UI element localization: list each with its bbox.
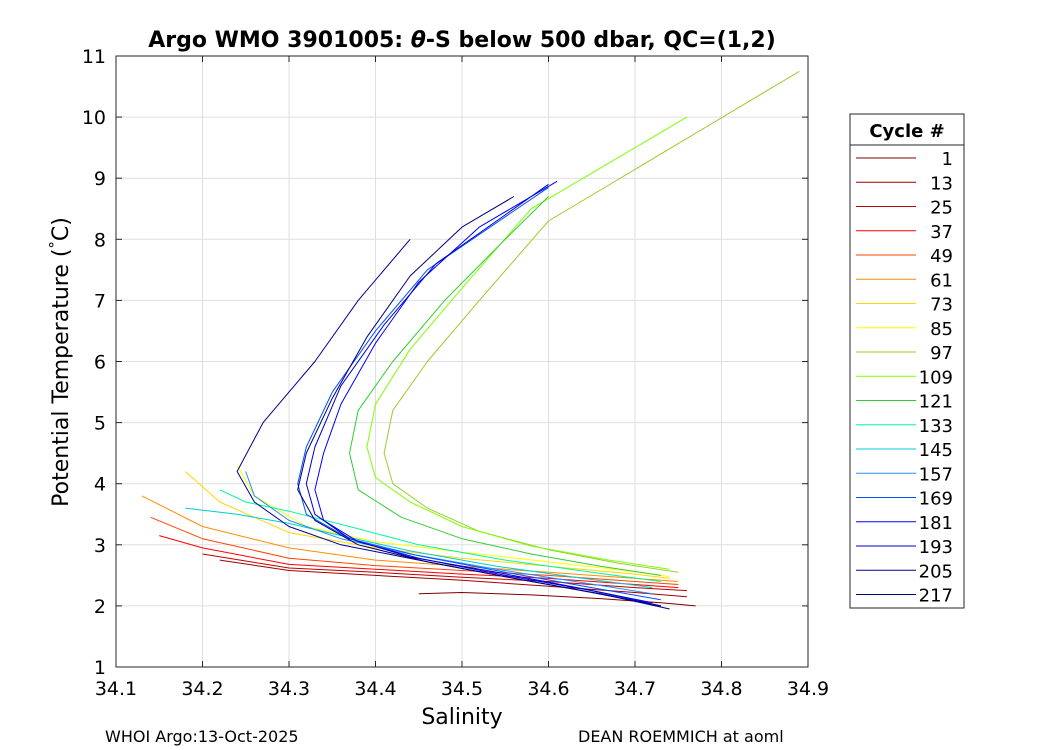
y-tick-label: 2 (94, 596, 106, 618)
series-line-cycle-121 (349, 196, 661, 576)
legend-item-cycle-217: 217 (856, 586, 953, 607)
legend-label: 97 (930, 343, 953, 364)
x-tick-label: 34.1 (95, 678, 137, 700)
series-line-cycle-85 (236, 465, 670, 578)
y-tick-label: 9 (94, 168, 106, 190)
series-line-cycle-97 (383, 70, 800, 573)
legend-item-cycle-121: 121 (856, 392, 953, 413)
y-tick-label: 1 (94, 657, 106, 679)
legend-label: 109 (919, 367, 953, 388)
legend-label: 181 (919, 513, 953, 534)
legend-item-cycle-193: 193 (856, 537, 953, 558)
x-tick-label: 34.3 (268, 678, 310, 700)
y-tick-label: 8 (94, 229, 106, 251)
series-line-cycle-133 (219, 489, 661, 582)
series-line-cycle-109 (366, 116, 688, 570)
series-line-cycle-217 (297, 196, 670, 610)
chart-title: Argo WMO 3901005: θ-S below 500 dbar, QC… (148, 28, 776, 53)
legend-item-cycle-1: 1 (856, 149, 953, 170)
legend-label: 205 (919, 561, 953, 582)
legend-item-cycle-181: 181 (856, 513, 953, 534)
legend-item-cycle-205: 205 (856, 561, 953, 582)
footer-right-text: DEAN ROEMMICH at aoml (578, 727, 784, 746)
legend-item-cycle-97: 97 (856, 343, 953, 364)
legend-item-cycle-109: 109 (856, 367, 953, 388)
legend: Cycle # 1 13 25 37 49 61 73 85 97 109 121 133 145 157… (849, 113, 965, 609)
y-tick-label: 7 (94, 290, 106, 312)
series-line-cycle-49 (150, 516, 679, 585)
y-axis-label: Potential Temperature (°C) (46, 217, 74, 507)
legend-item-cycle-61: 61 (856, 270, 953, 291)
legend-label: 25 (930, 198, 953, 219)
legend-label: 37 (930, 222, 953, 243)
series-line-cycle-145 (185, 507, 653, 589)
legend-item-cycle-169: 169 (856, 489, 953, 510)
legend-label: 61 (930, 270, 953, 291)
series-line-cycle-61 (141, 495, 679, 582)
x-tick-label: 34.9 (787, 678, 829, 700)
x-tick-label: 34.5 (441, 678, 483, 700)
axis-ticks: 34.1 34.2 34.3 34.4 34.5 34.6 34.7 34.8 34.9 1 2 3 4… (82, 46, 829, 700)
legend-label: 1 (942, 149, 953, 170)
legend-box (849, 113, 965, 609)
legend-label: 13 (930, 173, 953, 194)
legend-title: Cycle # (869, 121, 944, 142)
y-tick-label: 4 (94, 474, 106, 496)
legend-label: 49 (930, 246, 953, 267)
series-line-cycle-73 (184, 471, 670, 579)
legend-item-cycle-145: 145 (856, 440, 953, 461)
legend-item-cycle-49: 49 (856, 246, 953, 267)
y-tick-label: 11 (82, 46, 106, 68)
x-tick-label: 34.7 (614, 678, 656, 700)
x-tick-label: 34.4 (354, 678, 396, 700)
legend-label: 73 (930, 295, 953, 316)
legend-item-cycle-85: 85 (856, 319, 953, 340)
x-tick-label: 34.2 (181, 678, 223, 700)
series-line-cycle-169 (297, 186, 661, 601)
data-series-group (141, 70, 800, 610)
y-tick-label: 5 (94, 413, 106, 435)
series-line-cycle-13 (219, 559, 687, 598)
footer-left-text: WHOI Argo:13-Oct-2025 (105, 727, 299, 746)
y-tick-label: 6 (94, 352, 106, 374)
legend-item-cycle-133: 133 (856, 416, 953, 437)
series-line-cycle-25 (202, 553, 687, 592)
legend-label: 85 (930, 319, 953, 340)
y-tick-label: 10 (82, 107, 106, 129)
legend-item-cycle-13: 13 (856, 173, 953, 194)
legend-label: 157 (919, 464, 953, 485)
legend-item-cycle-37: 37 (856, 222, 953, 243)
x-axis-label: Salinity (421, 705, 502, 730)
x-tick-label: 34.8 (700, 678, 742, 700)
x-tick-label: 34.6 (527, 678, 569, 700)
legend-item-cycle-25: 25 (856, 198, 953, 219)
legend-label: 193 (919, 537, 953, 558)
legend-item-cycle-157: 157 (856, 464, 953, 485)
series-line-cycle-181 (314, 180, 662, 607)
legend-items: 1 13 25 37 49 61 73 85 97 109 121 133 145 157 169 181 19… (856, 149, 953, 607)
legend-label: 121 (919, 392, 953, 413)
legend-label: 169 (919, 489, 953, 510)
legend-label: 217 (919, 586, 953, 607)
series-line-cycle-193 (305, 183, 653, 604)
y-tick-label: 3 (94, 535, 106, 557)
legend-item-cycle-73: 73 (856, 295, 953, 316)
series-line-cycle-1 (418, 592, 696, 607)
legend-label: 145 (919, 440, 953, 461)
legend-label: 133 (919, 416, 953, 437)
